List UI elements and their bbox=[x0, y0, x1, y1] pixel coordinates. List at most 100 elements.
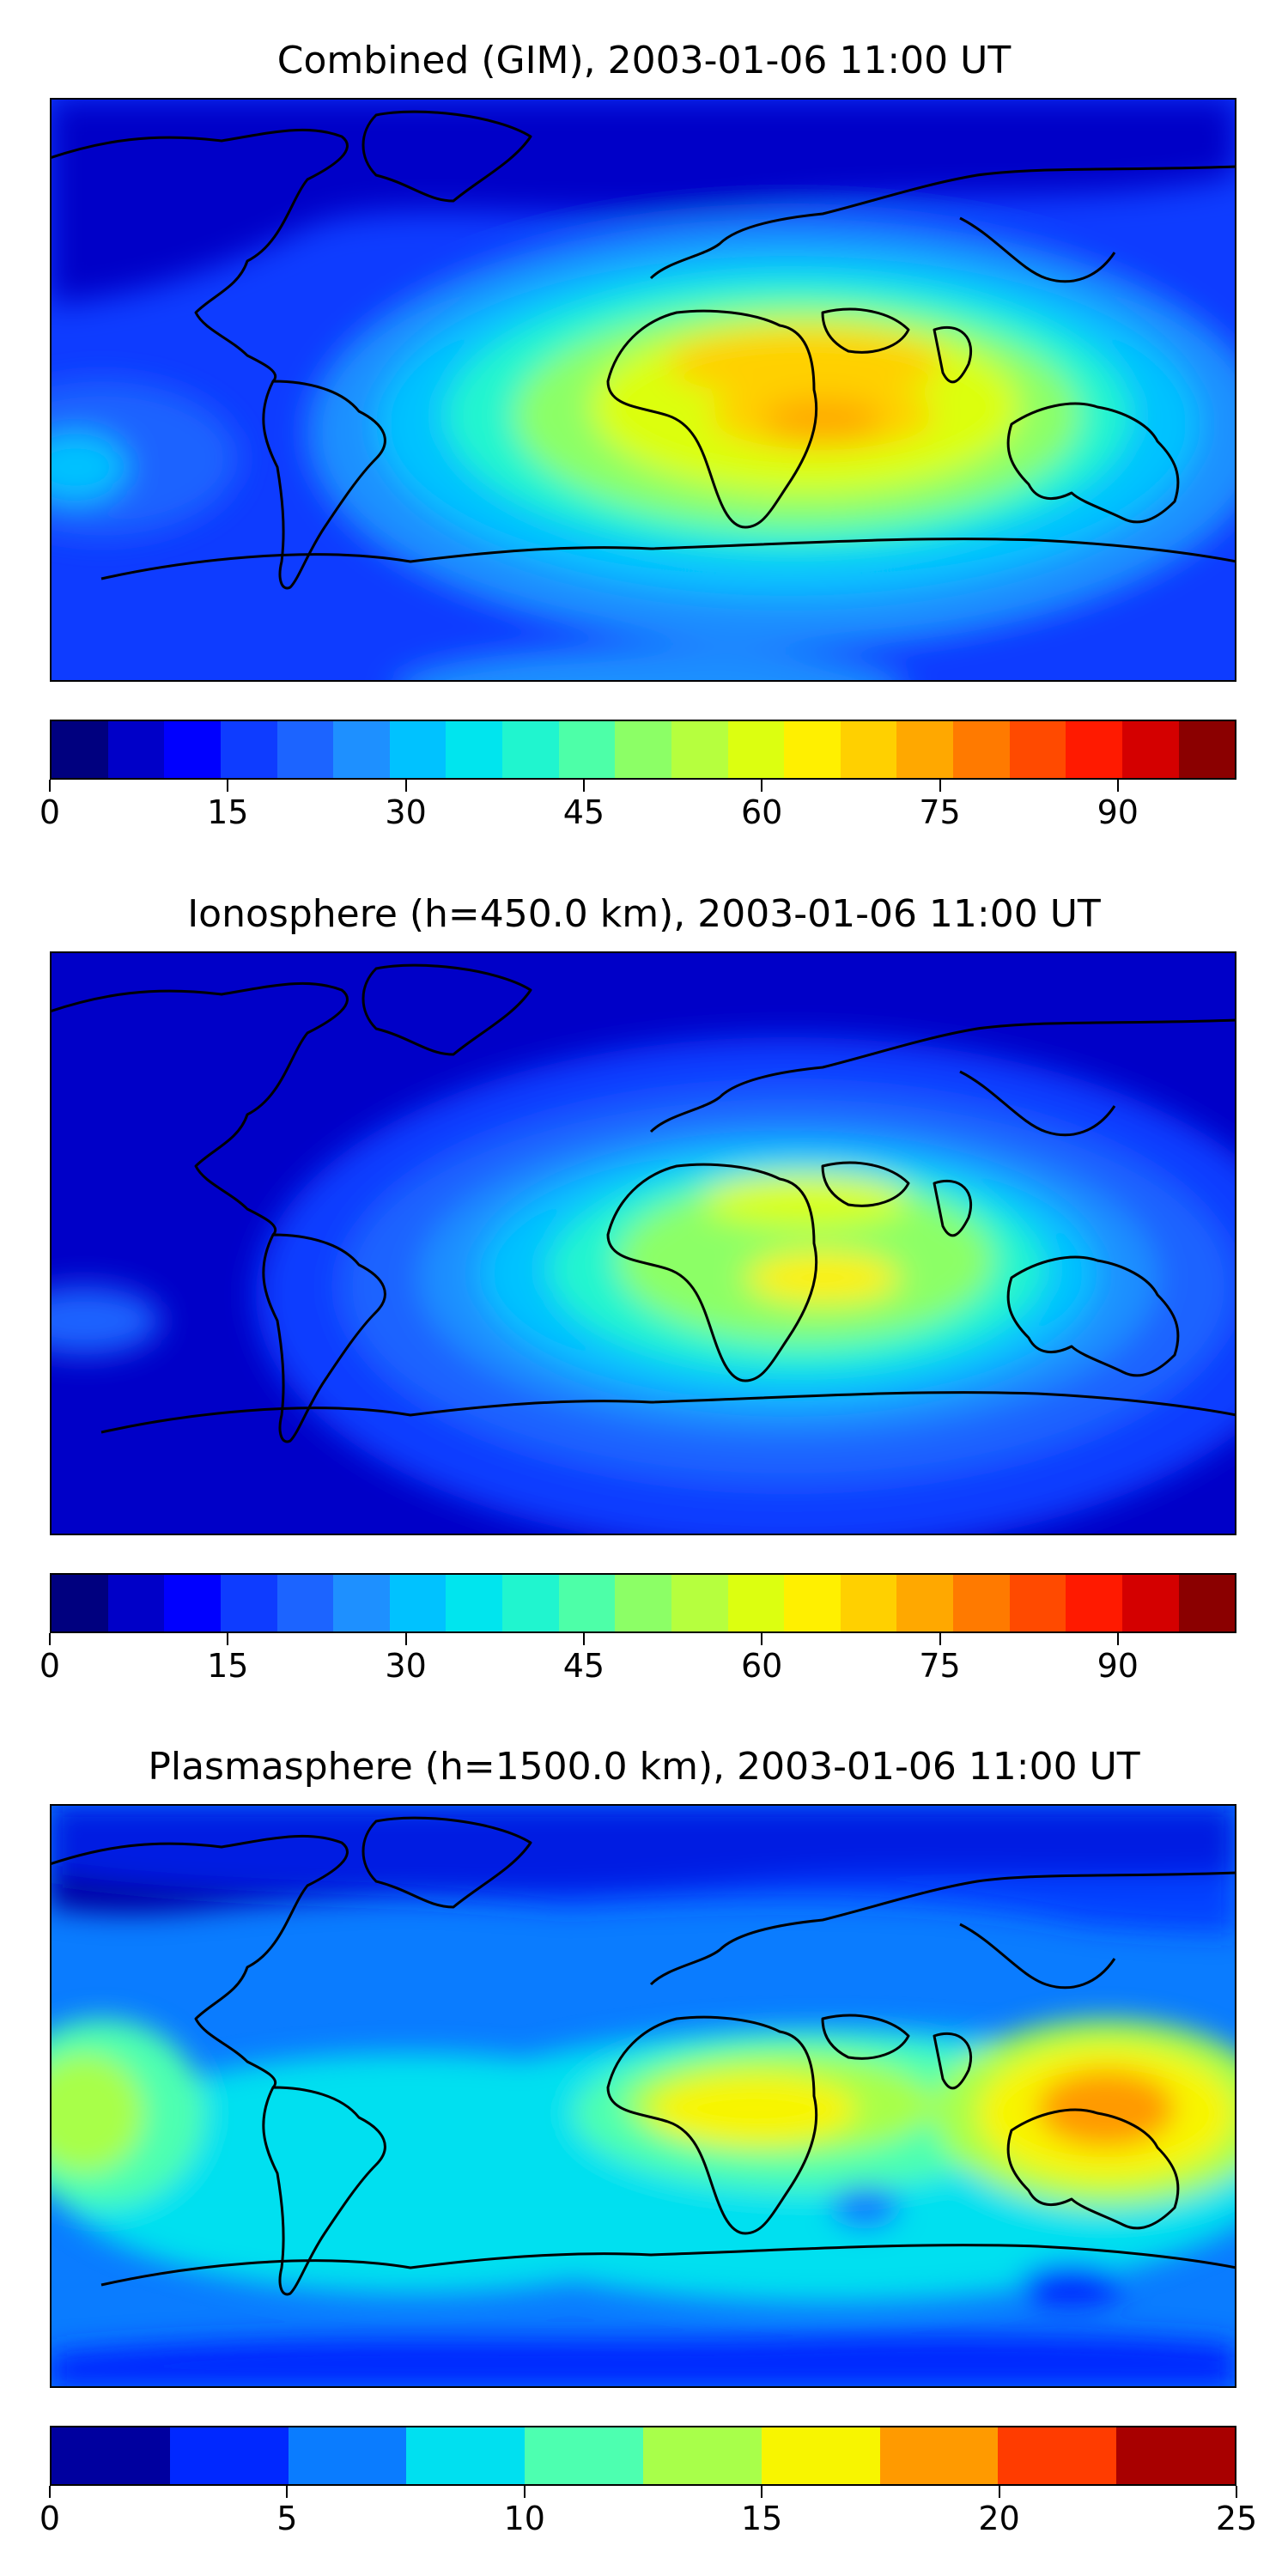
colorbar-tick bbox=[49, 1633, 51, 1645]
map-title-plasmasphere: Plasmasphere (h=1500.0 km), 2003-01-06 1… bbox=[148, 1745, 1140, 1789]
colorbar-segment bbox=[953, 721, 1010, 778]
colorbar-segment bbox=[107, 1575, 165, 1631]
colorbar-segment bbox=[840, 1575, 897, 1631]
colorbar-segment bbox=[333, 721, 390, 778]
colorbar-segment bbox=[164, 721, 221, 778]
colorbar-segment bbox=[406, 2427, 526, 2484]
colorbar-segment bbox=[1009, 721, 1066, 778]
colorbar-tick-label: 15 bbox=[207, 1647, 249, 1685]
colorbar-segment bbox=[446, 1575, 502, 1631]
colorbar-tick-label: 75 bbox=[919, 793, 961, 831]
colorbar-segment bbox=[761, 2427, 880, 2484]
colorbar-segment bbox=[276, 1575, 334, 1631]
colorbar-segment bbox=[953, 1575, 1010, 1631]
colorbar-segment bbox=[288, 2427, 407, 2484]
colorbar-segment bbox=[107, 721, 165, 778]
colorbar-segment bbox=[1121, 1575, 1179, 1631]
colorbar-segment bbox=[525, 2427, 643, 2484]
colorbar-tick-label: 30 bbox=[385, 1647, 427, 1685]
colorbar-tick-label: 15 bbox=[207, 793, 249, 831]
colorbar-segment bbox=[615, 1575, 671, 1631]
colorbar-segment bbox=[389, 721, 447, 778]
map-ionosphere bbox=[50, 951, 1236, 1535]
colorbar-segment bbox=[998, 2427, 1117, 2484]
colorbar-tick-label: 25 bbox=[1215, 2500, 1258, 2537]
colorbar-tick bbox=[1116, 1633, 1119, 1645]
colorbar-tick bbox=[404, 1633, 407, 1645]
colorbar-segment bbox=[1178, 1575, 1236, 1631]
colorbar-tick bbox=[49, 2486, 51, 2498]
colorbar-plasmasphere bbox=[50, 2426, 1236, 2486]
colorbar-tick-label: 5 bbox=[276, 2500, 298, 2537]
colorbar-segment bbox=[333, 1575, 390, 1631]
colorbar-segment bbox=[1178, 721, 1236, 778]
colorbar-tick-label: 0 bbox=[39, 2500, 61, 2537]
colorbar-segment bbox=[169, 2427, 289, 2484]
colorbar-segment bbox=[896, 1575, 953, 1631]
colorbar-segment bbox=[52, 2427, 170, 2484]
colorbar-tick-label: 90 bbox=[1097, 793, 1139, 831]
colorbar-segment bbox=[1116, 2427, 1235, 2484]
colorbar-tick bbox=[939, 1633, 941, 1645]
colorbar-tick bbox=[998, 2486, 1000, 2498]
colorbar-tick bbox=[761, 2486, 763, 2498]
colorbar-tick-label: 20 bbox=[978, 2500, 1020, 2537]
colorbar-segment bbox=[220, 1575, 277, 1631]
colorbar-tick-label: 0 bbox=[39, 1647, 61, 1685]
colorbar-segment bbox=[558, 1575, 616, 1631]
colorbar-tick bbox=[761, 780, 763, 792]
colorbar-tick bbox=[582, 1633, 585, 1645]
colorbar-segment bbox=[671, 1575, 728, 1631]
colorbar-ionosphere bbox=[50, 1573, 1236, 1633]
colorbar-segment bbox=[1121, 721, 1179, 778]
colorbar-segment bbox=[276, 721, 334, 778]
colorbar-segment bbox=[52, 721, 108, 778]
colorbar-tick bbox=[227, 1633, 229, 1645]
colorbar-segment bbox=[389, 1575, 447, 1631]
colorbar-tick bbox=[404, 780, 407, 792]
colorbar-segment bbox=[727, 1575, 785, 1631]
colorbar-segment bbox=[52, 1575, 108, 1631]
map-combined bbox=[50, 98, 1236, 682]
colorbar-tick-label: 90 bbox=[1097, 1647, 1139, 1685]
colorbar-tick-label: 0 bbox=[39, 793, 61, 831]
colorbar-tick-label: 60 bbox=[741, 793, 783, 831]
colorbar-segment bbox=[558, 721, 616, 778]
colorbar-segment bbox=[642, 2427, 762, 2484]
colorbar-combined bbox=[50, 720, 1236, 780]
colorbar-tick bbox=[523, 2486, 526, 2498]
colorbar-tick bbox=[761, 1633, 763, 1645]
colorbar-segment bbox=[727, 721, 785, 778]
colorbar-tick-label: 45 bbox=[562, 1647, 605, 1685]
colorbar-segment bbox=[164, 1575, 221, 1631]
colorbar-tick-label: 15 bbox=[741, 2500, 783, 2537]
colorbar-tick bbox=[1116, 780, 1119, 792]
colorbar-tick-label: 75 bbox=[919, 1647, 961, 1685]
colorbar-segment bbox=[1009, 1575, 1066, 1631]
colorbar-tick bbox=[286, 2486, 289, 2498]
colorbar-segment bbox=[784, 1575, 841, 1631]
colorbar-segment bbox=[1066, 721, 1122, 778]
map-plasmasphere bbox=[50, 1804, 1236, 2388]
colorbar-segment bbox=[879, 2427, 999, 2484]
colorbar-segment bbox=[840, 721, 897, 778]
map-title-ionosphere: Ionosphere (h=450.0 km), 2003-01-06 11:0… bbox=[187, 892, 1101, 936]
colorbar-segment bbox=[615, 721, 671, 778]
colorbar-segment bbox=[502, 721, 559, 778]
colorbar-segment bbox=[896, 721, 953, 778]
colorbar-segment bbox=[220, 721, 277, 778]
colorbar-tick-label: 30 bbox=[385, 793, 427, 831]
colorbar-tick-label: 45 bbox=[562, 793, 605, 831]
map-title-combined: Combined (GIM), 2003-01-06 11:00 UT bbox=[276, 39, 1012, 82]
colorbar-tick-label: 60 bbox=[741, 1647, 783, 1685]
colorbar-tick bbox=[1236, 2486, 1237, 2498]
colorbar-tick-label: 10 bbox=[503, 2500, 545, 2537]
colorbar-segment bbox=[671, 721, 728, 778]
colorbar-segment bbox=[784, 721, 841, 778]
colorbar-segment bbox=[502, 1575, 559, 1631]
colorbar-tick bbox=[582, 780, 585, 792]
colorbar-segment bbox=[446, 721, 502, 778]
colorbar-segment bbox=[1066, 1575, 1122, 1631]
colorbar-tick bbox=[49, 780, 51, 792]
colorbar-tick bbox=[227, 780, 229, 792]
